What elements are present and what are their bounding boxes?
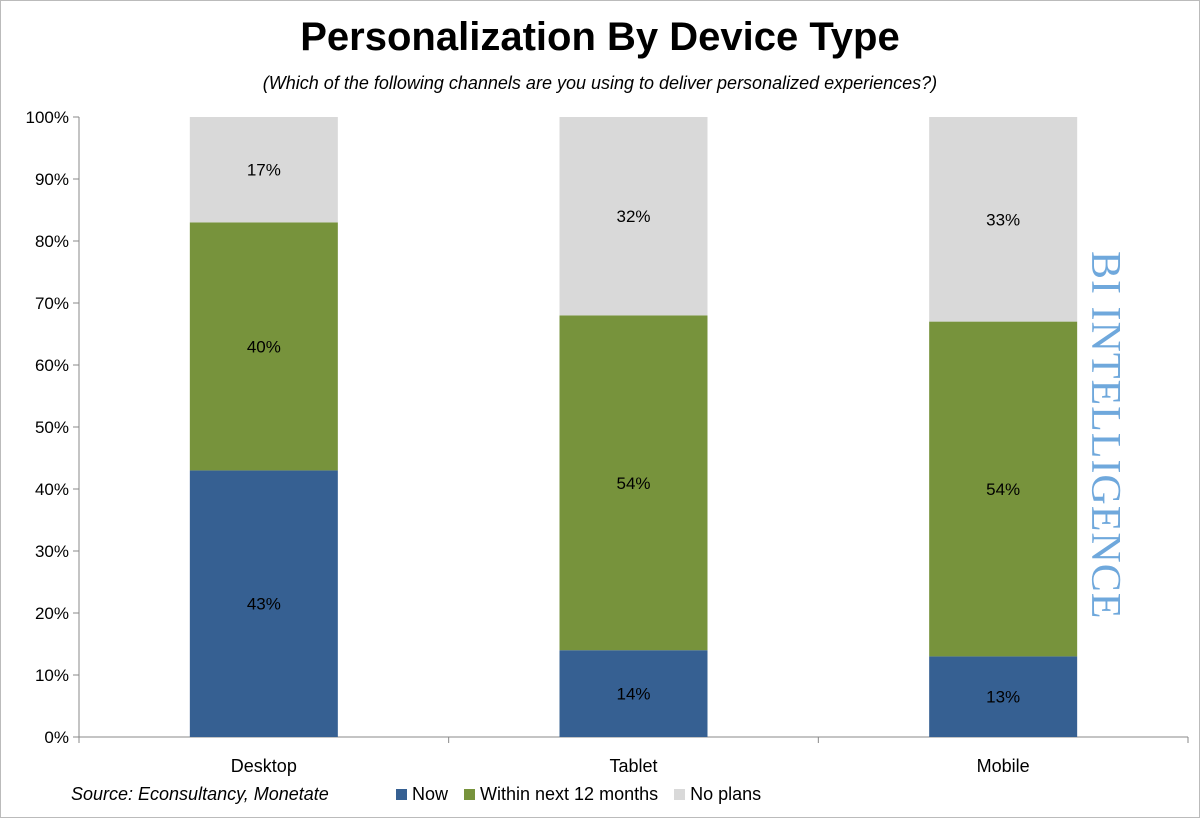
y-tick-label: 80% — [35, 232, 69, 251]
y-tick-label: 50% — [35, 418, 69, 437]
data-label: 17% — [247, 161, 281, 180]
data-label: 13% — [986, 688, 1020, 707]
legend-item-within-12-months: Within next 12 months — [464, 784, 658, 805]
legend-item-now: Now — [396, 784, 448, 805]
data-label: 32% — [616, 207, 650, 226]
legend-swatch — [396, 789, 407, 800]
legend-swatch — [674, 789, 686, 800]
bar-segment — [189, 470, 338, 737]
y-tick-label: 70% — [35, 294, 69, 313]
bar-segment — [189, 117, 338, 223]
y-tick-label: 0% — [44, 728, 69, 747]
data-label: 14% — [616, 685, 650, 704]
x-tick-label: Tablet — [609, 756, 657, 776]
y-tick-label: 100% — [26, 108, 69, 127]
bar-segment — [929, 321, 1078, 657]
bar-segment — [559, 117, 708, 316]
x-tick-label: Mobile — [977, 756, 1030, 776]
chart-subtitle: (Which of the following channels are you… — [262, 73, 938, 93]
source-note: Source: Econsultancy, Monetate — [71, 784, 329, 804]
y-tick-label: 10% — [35, 666, 69, 685]
chart-title: Personalization By Device Type — [300, 15, 900, 59]
legend-label: Within next 12 months — [480, 784, 659, 804]
data-label: 33% — [986, 210, 1020, 229]
legend-item-no-plans: No plans — [674, 784, 761, 805]
data-label: 54% — [986, 480, 1020, 499]
y-tick-label: 20% — [35, 604, 69, 623]
watermark: BI INTELLIGENCE — [1082, 251, 1128, 620]
bar-segment — [929, 656, 1078, 737]
y-tick-label: 60% — [35, 356, 69, 375]
data-label: 40% — [247, 337, 281, 356]
legend-swatch — [464, 789, 476, 800]
x-tick-label: Desktop — [231, 756, 297, 776]
y-tick-label: 30% — [35, 542, 69, 561]
legend-label: No plans — [690, 784, 762, 804]
y-tick-label: 40% — [35, 480, 69, 499]
bar-segment — [929, 117, 1078, 322]
legend: Now Within next 12 months No plans — [396, 784, 761, 805]
data-label: 54% — [616, 474, 650, 493]
bar-segment — [559, 315, 708, 651]
bar-segment — [189, 222, 338, 471]
legend-label: Now — [412, 784, 449, 804]
y-tick-label: 90% — [35, 170, 69, 189]
data-label: 43% — [247, 595, 281, 614]
bar-segment — [559, 650, 708, 737]
